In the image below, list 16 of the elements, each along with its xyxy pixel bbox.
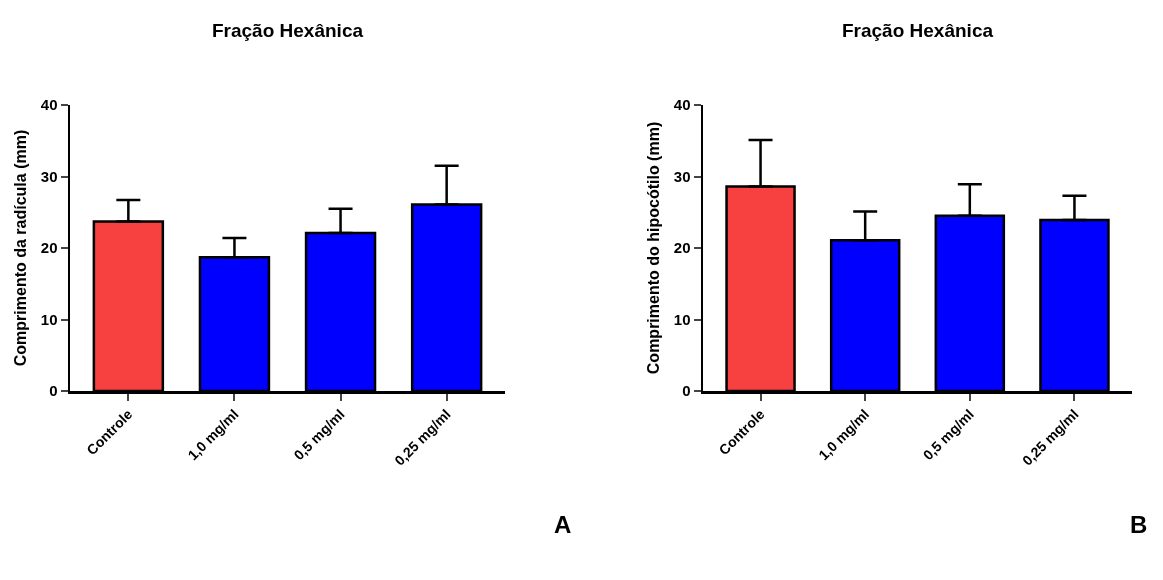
chart-title: Fração Hexânica <box>841 19 994 41</box>
y-tick-label: 0 <box>49 382 58 400</box>
y-tick-label: 10 <box>673 310 691 328</box>
y-tick-label: 30 <box>673 167 691 185</box>
y-tick-label: 40 <box>40 96 58 114</box>
y-axis-title: Comprimento do hipocótilo (mm) <box>645 121 663 375</box>
text: B <box>1130 511 1148 538</box>
chart-title: Fração Hexânica <box>211 19 364 41</box>
y-tick-label: 10 <box>40 310 58 328</box>
y-tick-label: 20 <box>40 239 58 257</box>
y-tick-label: 30 <box>40 167 58 185</box>
text: A <box>554 511 572 538</box>
y-tick-label: 20 <box>673 239 691 257</box>
y-tick-label: 0 <box>682 382 691 400</box>
y-tick-label: 40 <box>673 96 691 114</box>
y-axis-title: Comprimento da radícula (mm) <box>12 129 30 367</box>
